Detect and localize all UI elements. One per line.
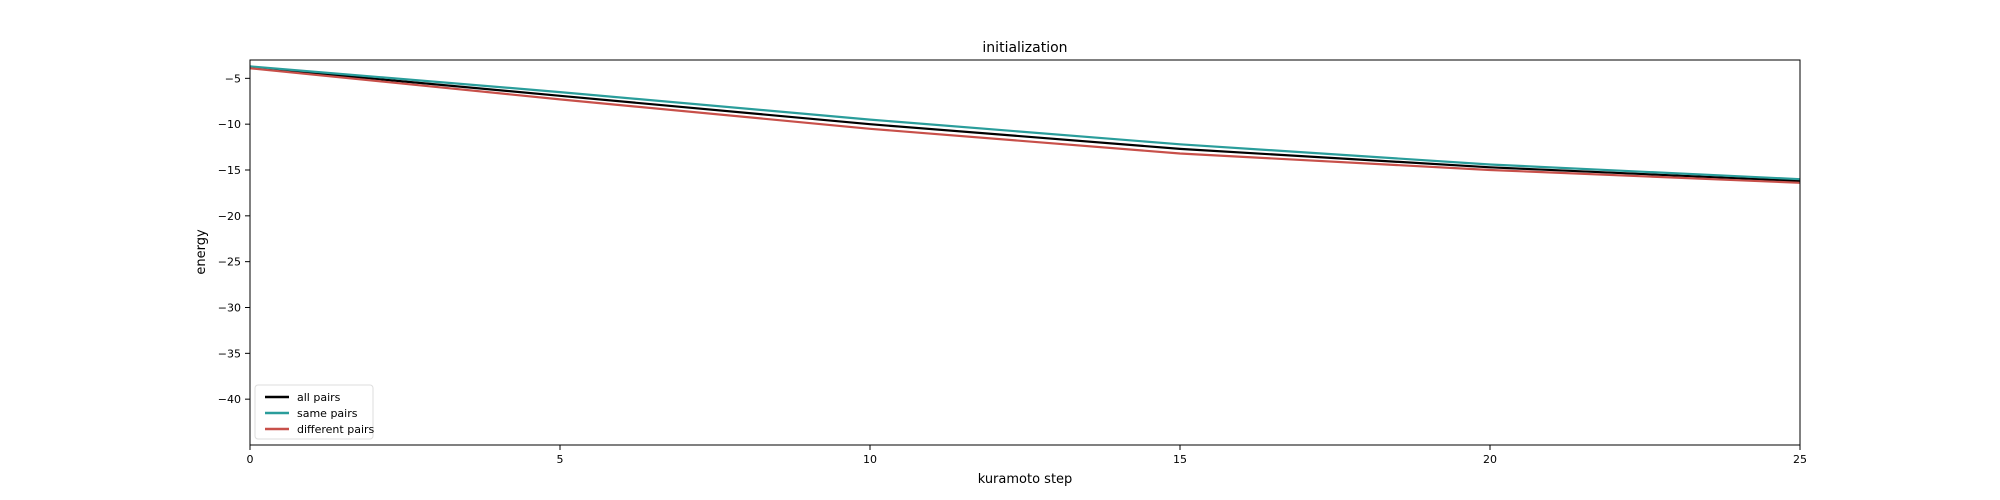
x-axis-label: kuramoto step	[978, 472, 1073, 487]
legend-label: same pairs	[297, 407, 358, 420]
y-tick-label: −15	[218, 164, 241, 177]
y-tick-label: −40	[218, 393, 241, 406]
y-tick-label: −20	[218, 210, 241, 223]
chart-title: initialization	[982, 40, 1067, 56]
x-tick-label: 10	[863, 453, 877, 466]
x-axis: 0 5 10 15 20 25	[247, 445, 1807, 466]
plot-area	[249, 65, 1801, 184]
x-tick-label: 20	[1483, 453, 1497, 466]
x-tick-label: 15	[1173, 453, 1187, 466]
series-line-different-pairs	[249, 67, 1801, 184]
legend: all pairs same pairs different pairs	[254, 384, 375, 440]
series-line-all-pairs	[249, 66, 1801, 183]
legend-box	[254, 384, 374, 440]
axes-frame	[249, 59, 1801, 446]
y-tick-label: −10	[218, 118, 241, 131]
x-tick-label: 5	[557, 453, 564, 466]
series-line-same-pairs	[249, 65, 1801, 181]
y-axis: −5 −10 −15 −20 −25 −30 −35 −40	[218, 72, 250, 406]
x-tick-label: 0	[247, 453, 254, 466]
y-axis-label: energy	[194, 229, 209, 275]
legend-label: different pairs	[297, 423, 375, 436]
legend-label: all pairs	[297, 391, 341, 404]
y-tick-label: −5	[225, 72, 241, 85]
x-tick-label: 25	[1793, 453, 1807, 466]
y-tick-label: −30	[218, 302, 241, 315]
y-tick-label: −25	[218, 256, 241, 269]
y-tick-label: −35	[218, 347, 241, 360]
